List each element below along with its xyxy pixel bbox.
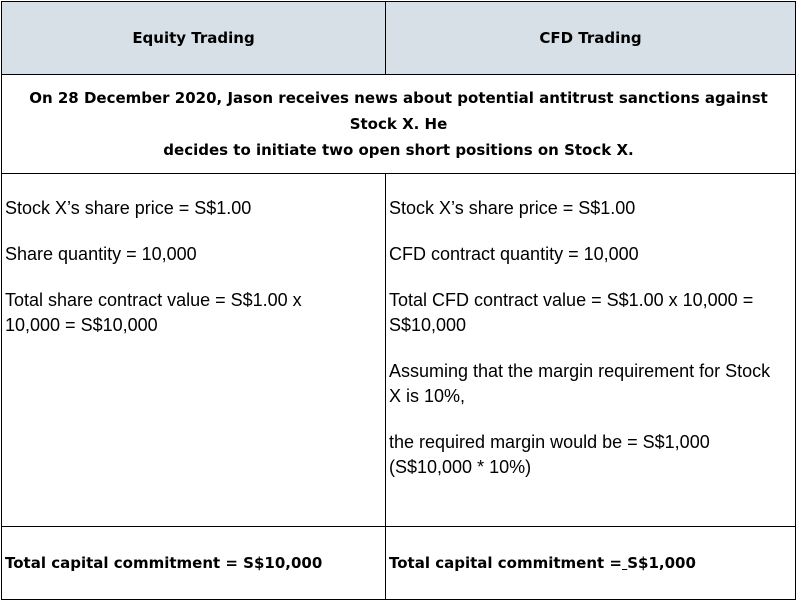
totals-row: Total capital commitment = S$10,000 Tota… xyxy=(1,526,796,600)
equity-total-line-2: 10,000 = S$10,000 xyxy=(5,315,158,335)
header-equity-trading: Equity Trading xyxy=(1,1,386,75)
cfd-margin-line-1: Assuming that the margin requirement for… xyxy=(389,361,771,381)
cfd-required-line-1: the required margin would be = S$1,000 xyxy=(389,432,710,452)
cfd-total-line-2: S$10,000 xyxy=(389,315,467,335)
cfd-contract-quantity: CFD contract quantity = 10,000 xyxy=(389,244,639,264)
header-cfd-trading: CFD Trading xyxy=(385,1,796,75)
equity-total-capital: Total capital commitment = S$10,000 xyxy=(1,526,386,600)
equity-share-price: Stock X’s share price = S$1.00 xyxy=(5,198,252,218)
cfd-total-line-1: Total CFD contract value = S$1.00 x 10,0… xyxy=(389,290,754,310)
cfd-share-price: Stock X’s share price = S$1.00 xyxy=(389,198,636,218)
cfd-margin-assumption: Assuming that the margin requirement for… xyxy=(389,359,793,409)
equity-total-contract-value: Total share contract value = S$1.00 x 10… xyxy=(5,288,383,338)
scenario-row: On 28 December 2020, Jason receives news… xyxy=(1,74,796,174)
scenario-line-2: decides to initiate two open short posit… xyxy=(163,141,634,159)
cfd-total-capital-value: S$1,000 xyxy=(627,554,696,572)
equity-total-line-1: Total share contract value = S$1.00 x xyxy=(5,290,302,310)
cfd-total-capital: Total capital commitment = S$1,000 xyxy=(385,526,796,600)
scenario-cell: On 28 December 2020, Jason receives news… xyxy=(1,74,796,174)
cfd-required-margin: the required margin would be = S$1,000 (… xyxy=(389,430,793,480)
cfd-margin-line-2: X is 10%, xyxy=(389,386,466,406)
cfd-total-contract-value: Total CFD contract value = S$1.00 x 10,0… xyxy=(389,288,793,338)
details-row: Stock X’s share price = S$1.00 Share qua… xyxy=(1,173,796,527)
cfd-required-line-2: (S$10,000 * 10%) xyxy=(389,457,532,477)
scenario-line-1: On 28 December 2020, Jason receives news… xyxy=(29,89,768,133)
cfd-total-capital-prefix: Total capital commitment = xyxy=(389,554,622,572)
cfd-details-cell: Stock X’s share price = S$1.00 CFD contr… xyxy=(385,173,796,527)
equity-details-cell: Stock X’s share price = S$1.00 Share qua… xyxy=(1,173,386,527)
equity-share-quantity: Share quantity = 10,000 xyxy=(5,244,197,264)
header-row: Equity Trading CFD Trading xyxy=(1,1,796,75)
